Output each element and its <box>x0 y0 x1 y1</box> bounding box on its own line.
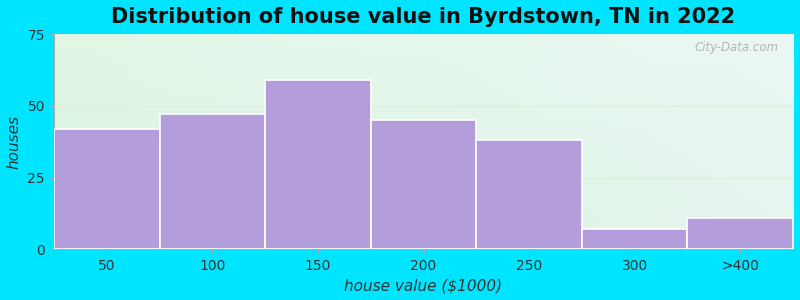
Bar <box>160 115 265 250</box>
Text: City-Data.com: City-Data.com <box>694 40 778 53</box>
Bar <box>687 218 793 250</box>
Bar <box>582 230 687 250</box>
Title: Distribution of house value in Byrdstown, TN in 2022: Distribution of house value in Byrdstown… <box>111 7 736 27</box>
Bar <box>265 80 370 250</box>
Bar <box>370 120 476 250</box>
Bar <box>54 129 160 250</box>
Y-axis label: houses: houses <box>7 115 22 169</box>
X-axis label: house value ($1000): house value ($1000) <box>345 278 502 293</box>
Bar <box>476 140 582 250</box>
